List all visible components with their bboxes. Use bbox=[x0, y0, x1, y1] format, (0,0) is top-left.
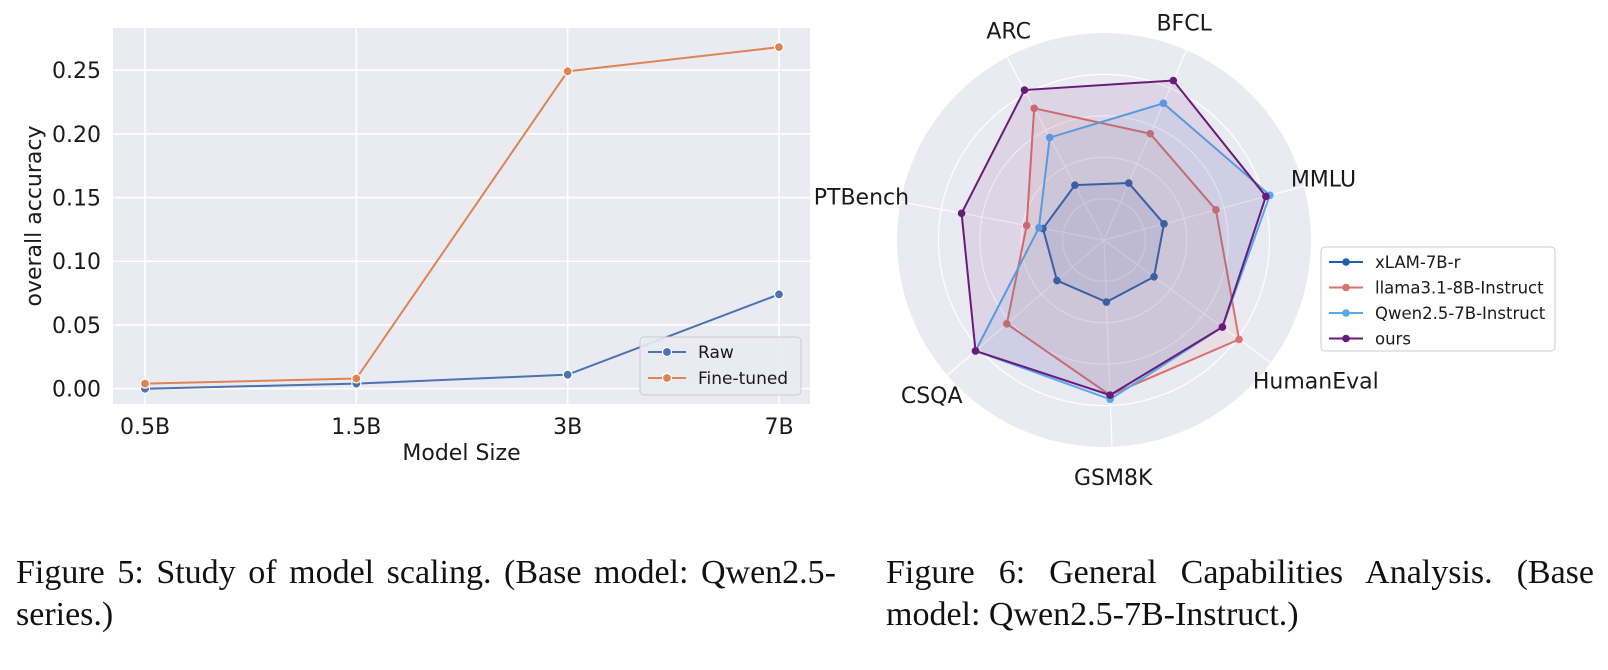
x-tick-label: 0.5B bbox=[120, 415, 170, 440]
x-axis-label: Model Size bbox=[402, 441, 520, 466]
radar-data-point bbox=[1159, 99, 1168, 108]
radar-data-point bbox=[1218, 323, 1227, 331]
radar-axis-label: PTBench bbox=[814, 185, 909, 210]
radar-axis-label: BFCL bbox=[1156, 12, 1212, 37]
radar-data-point bbox=[1160, 220, 1168, 228]
general-capabilities-radar-chart: BFCL MMLU HumanEval GSM8K CSQA PTBench ARC xLAM… bbox=[814, 12, 1556, 491]
data-point bbox=[139, 378, 151, 389]
model-scaling-chart: 0.00 0.05 0.10 0.15 0.20 0.25 0.5B 1.5B 3B 7B Mode… bbox=[22, 28, 810, 466]
radar-data-point bbox=[1035, 223, 1043, 232]
radar-axis-label: ARC bbox=[986, 20, 1031, 45]
radar-data-point bbox=[1030, 104, 1038, 113]
radar-grid-ring bbox=[937, 73, 1271, 407]
radar-grid-ring bbox=[979, 115, 1229, 365]
radar-spoke bbox=[900, 201, 1105, 241]
radar-data-point bbox=[1053, 276, 1061, 285]
legend-label: Raw bbox=[698, 343, 734, 363]
x-tick-label: 1.5B bbox=[331, 415, 381, 440]
radar-spoke bbox=[1103, 239, 1113, 447]
series-line bbox=[144, 46, 780, 385]
figure-6-caption: Figure 6: General Capabilities Analysis.… bbox=[886, 554, 1594, 633]
radar-axis-label: CSQA bbox=[901, 384, 963, 409]
radar-data-point bbox=[1169, 76, 1178, 85]
y-tick-label: 0.05 bbox=[52, 314, 101, 339]
legend: xLAM-7B-r llama3.1-8B-Instruct Qwen2.5-7B-… bbox=[1320, 246, 1556, 352]
radar-series-polygon bbox=[1005, 107, 1241, 397]
radar-spoke bbox=[1103, 239, 1272, 364]
radar-data-point bbox=[1235, 335, 1243, 344]
y-tick-label: 0.25 bbox=[52, 59, 101, 84]
y-tick-label: 0.00 bbox=[52, 378, 101, 403]
legend-swatch-marker bbox=[661, 372, 673, 384]
legend-label: ours bbox=[1375, 330, 1411, 349]
data-point bbox=[351, 373, 362, 384]
series-line bbox=[144, 293, 780, 390]
radar-data-point bbox=[1124, 179, 1133, 187]
radar-series-polygon bbox=[960, 79, 1268, 397]
y-tick-label: 0.10 bbox=[52, 250, 101, 275]
data-point bbox=[562, 66, 573, 77]
y-tick-label: 0.15 bbox=[52, 187, 101, 212]
radar-data-point bbox=[1106, 391, 1114, 399]
radar-axis-label: HumanEval bbox=[1253, 369, 1379, 394]
radar-series-polygon bbox=[1041, 182, 1166, 304]
radar-grid-ring bbox=[1020, 156, 1188, 324]
radar-series-polygon bbox=[974, 102, 1272, 401]
legend-label: Qwen2.5-7B-Instruct bbox=[1375, 304, 1546, 323]
radar-data-point bbox=[971, 347, 980, 355]
legend-swatch-marker bbox=[1342, 309, 1350, 317]
radar-grid-ring bbox=[1061, 198, 1146, 283]
data-point bbox=[773, 289, 785, 300]
data-point bbox=[562, 369, 573, 380]
legend-label: llama3.1-8B-Instruct bbox=[1375, 279, 1544, 298]
radar-data-point bbox=[957, 209, 966, 218]
radar-axis-label: GSM8K bbox=[1074, 466, 1153, 491]
y-tick-label: 0.20 bbox=[52, 123, 101, 148]
legend-label: xLAM-7B-r bbox=[1375, 253, 1461, 272]
legend: Raw Fine-tuned bbox=[639, 336, 802, 396]
y-axis-label: overall accuracy bbox=[22, 125, 47, 306]
radar-data-point bbox=[1212, 206, 1220, 214]
x-tick-label: 7B bbox=[764, 415, 793, 440]
data-point bbox=[773, 42, 785, 53]
legend-swatch-marker bbox=[1342, 334, 1350, 343]
legend-box bbox=[1320, 246, 1556, 352]
radar-data-point bbox=[1022, 221, 1031, 230]
legend-label: Fine-tuned bbox=[698, 369, 788, 389]
radar-axis-label: MMLU bbox=[1291, 167, 1356, 192]
radar-data-point bbox=[1262, 192, 1270, 201]
radar-data-point bbox=[1150, 273, 1158, 281]
radar-data-point bbox=[1102, 298, 1111, 306]
legend-swatch-marker bbox=[1342, 283, 1350, 292]
legend-swatch-marker bbox=[661, 346, 673, 358]
x-tick-label: 3B bbox=[553, 415, 582, 440]
radar-data-point bbox=[1020, 86, 1029, 94]
radar-data-point bbox=[1071, 181, 1079, 189]
radar-data-point bbox=[1045, 133, 1054, 142]
radar-data-point bbox=[1146, 129, 1155, 138]
figure-5-caption: Figure 5: Study of model scaling. (Base … bbox=[16, 554, 836, 633]
radar-data-point bbox=[1003, 320, 1011, 328]
legend-swatch-marker bbox=[1342, 258, 1350, 266]
